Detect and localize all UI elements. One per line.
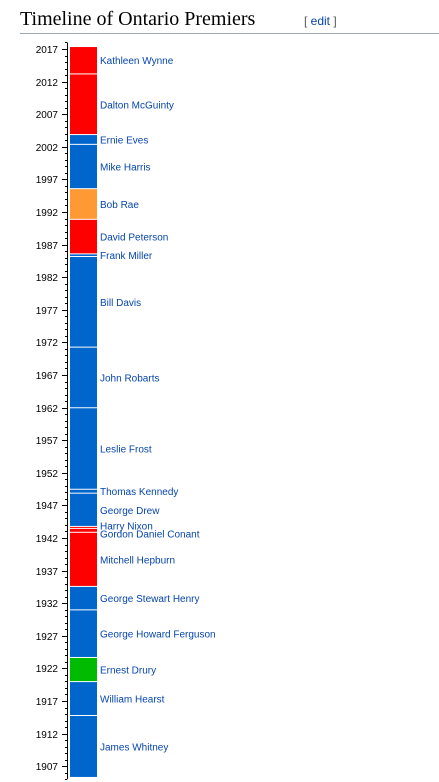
tick-label-1972: 1972 (36, 338, 59, 349)
tick-label-2012: 2012 (36, 78, 59, 89)
premier-label-gordon-daniel-conant[interactable]: Gordon Daniel Conant (100, 529, 200, 540)
tick-label-1982: 1982 (36, 273, 59, 284)
premier-label-david-peterson[interactable]: David Peterson (100, 233, 168, 244)
term-bars (70, 47, 97, 777)
tick-label-1922: 1922 (36, 664, 59, 675)
tick-label-1962: 1962 (36, 404, 59, 415)
tick-label-1987: 1987 (36, 241, 59, 252)
tick-label-1957: 1957 (36, 436, 59, 447)
tick-label-1907: 1907 (36, 762, 59, 773)
term-bar-william-hearst (70, 682, 97, 715)
term-bar-thomas-kennedy (70, 489, 97, 493)
premier-label-kathleen-wynne[interactable]: Kathleen Wynne (100, 56, 174, 67)
tick-label-1977: 1977 (36, 306, 59, 317)
premier-label-james-whitney[interactable]: James Whitney (100, 742, 168, 753)
tick-label-1937: 1937 (36, 567, 59, 578)
tick-label-1912: 1912 (36, 730, 59, 741)
tick-label-2007: 2007 (36, 110, 59, 121)
term-bar-frank-miller (70, 254, 97, 256)
term-bar-george-stewart-henry (70, 586, 97, 610)
premier-label-leslie-frost[interactable]: Leslie Frost (100, 445, 152, 456)
year-axis: 1907 1912 1917 1922 1927 1932 1937 1942 1947 1952… (36, 42, 68, 780)
tick-label-1942: 1942 (36, 534, 59, 545)
tick-label-1952: 1952 (36, 469, 59, 480)
term-bar-bob-rae (70, 189, 97, 219)
premier-label-john-robarts[interactable]: John Robarts (100, 373, 159, 384)
tick-label-2017: 2017 (36, 45, 59, 56)
premier-label-bill-davis[interactable]: Bill Davis (100, 298, 141, 309)
tick-label-1967: 1967 (36, 371, 59, 382)
term-bar-ernest-drury (70, 657, 97, 682)
term-bar-harry-nixon (70, 526, 97, 528)
premier-label-william-hearst[interactable]: William Hearst (100, 695, 165, 706)
term-bar-dalton-mcguinty (70, 74, 97, 135)
tick-label-1997: 1997 (36, 175, 59, 186)
premier-label-ernie-eves[interactable]: Ernie Eves (100, 135, 148, 146)
tick-label-1917: 1917 (36, 697, 59, 708)
term-bar-mitchell-hepburn (70, 532, 97, 586)
premier-label-mitchell-hepburn[interactable]: Mitchell Hepburn (100, 555, 175, 566)
premier-label-thomas-kennedy[interactable]: Thomas Kennedy (100, 487, 178, 498)
term-bar-george-drew (70, 493, 97, 526)
premier-label-george-howard-ferguson[interactable]: George Howard Ferguson (100, 630, 216, 641)
page-title: Timeline of Ontario Premiers (20, 8, 256, 30)
edit-section: [ edit ] (304, 14, 337, 28)
term-bar-david-peterson (70, 219, 97, 254)
premier-label-george-drew[interactable]: George Drew (100, 506, 160, 517)
premier-label-bob-rae[interactable]: Bob Rae (100, 200, 139, 211)
premier-label-george-stewart-henry[interactable]: George Stewart Henry (100, 594, 200, 605)
edit-link[interactable]: edit (310, 14, 331, 28)
premier-label-frank-miller[interactable]: Frank Miller (100, 251, 153, 262)
tick-label-1927: 1927 (36, 632, 59, 643)
term-bar-george-howard-ferguson (70, 610, 97, 657)
tick-label-1932: 1932 (36, 599, 59, 610)
premier-labels: James Whitney William Hearst Ernest Drury G… (100, 56, 216, 753)
term-bar-bill-davis (70, 256, 97, 347)
tick-label-1947: 1947 (36, 501, 59, 512)
premier-label-dalton-mcguinty[interactable]: Dalton McGuinty (100, 100, 174, 111)
term-bar-mike-harris (70, 144, 97, 189)
edit-bracket-open: [ (304, 14, 311, 28)
section-heading: Timeline of Ontario Premiers [ edit ] (20, 6, 439, 34)
term-bar-ernie-eves (70, 135, 97, 144)
premier-label-harry-nixon[interactable]: Harry Nixon (100, 521, 153, 532)
term-bar-gordon-daniel-conant (70, 528, 97, 532)
term-bar-leslie-frost (70, 408, 97, 489)
term-bar-john-robarts (70, 347, 97, 408)
term-bar-james-whitney (70, 716, 97, 777)
premier-label-ernest-drury[interactable]: Ernest Drury (100, 666, 156, 677)
premier-label-mike-harris[interactable]: Mike Harris (100, 163, 151, 174)
term-bar-kathleen-wynne (70, 47, 97, 74)
edit-bracket-close: ] (330, 14, 337, 28)
tick-label-2002: 2002 (36, 143, 59, 154)
tick-label-1992: 1992 (36, 208, 59, 219)
